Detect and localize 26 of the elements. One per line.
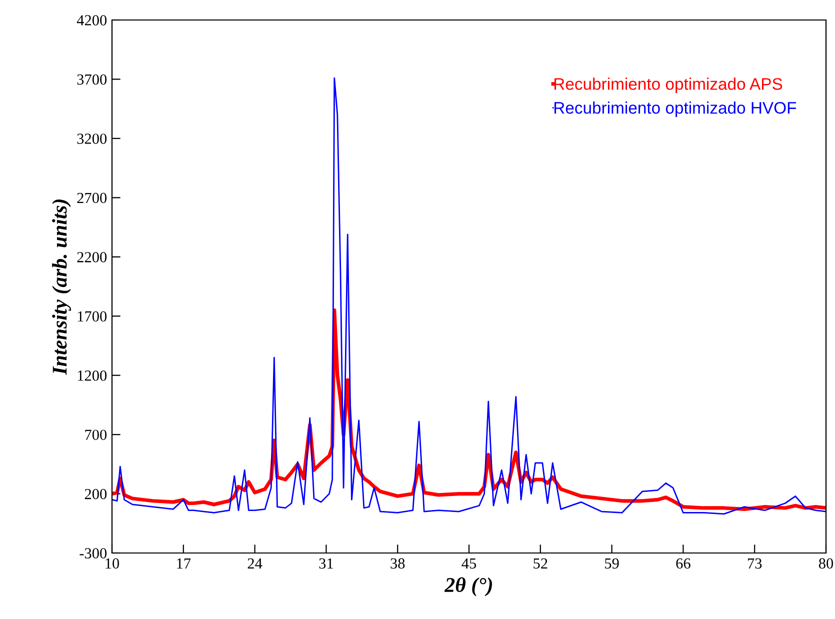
x-tick-label: 38 bbox=[390, 558, 405, 569]
x-tick-label: 59 bbox=[605, 558, 619, 569]
y-tick-label: 1700 bbox=[78, 311, 107, 322]
y-axis-title: Intensity (arb. units) bbox=[52, 200, 72, 375]
y-tick-label: 4200 bbox=[76, 15, 107, 26]
y-tick-label: 3700 bbox=[77, 74, 107, 85]
y-tick-label: 200 bbox=[84, 488, 107, 500]
x-tick-label: 17 bbox=[177, 558, 191, 568]
y-tick-label: 2700 bbox=[77, 192, 107, 204]
y-tick-label: 2200 bbox=[77, 252, 107, 262]
x-tick-label: 66 bbox=[676, 558, 690, 569]
x-tick-label: 10 bbox=[106, 558, 120, 569]
x-tick-label: 24 bbox=[248, 558, 262, 568]
y-tick-label: 3200 bbox=[77, 134, 107, 144]
legend-label: Recubrimiento optimizado APS bbox=[554, 78, 782, 94]
line-series bbox=[112, 77, 826, 515]
y-tick-label: 1200 bbox=[78, 370, 107, 381]
x-tick-label: 31 bbox=[319, 558, 333, 569]
x-tick-label: 45 bbox=[462, 558, 476, 569]
x-tick-label: 52 bbox=[534, 558, 548, 569]
x-tick-label: 80 bbox=[818, 558, 834, 569]
y-tick-label: 700 bbox=[85, 430, 107, 440]
y-tick-label: -300 bbox=[80, 548, 107, 558]
x-tick-label: 73 bbox=[748, 558, 762, 569]
x-axis-title: 2θ (°) bbox=[444, 577, 492, 596]
legend-label: Recubrimiento optimizado HVOF bbox=[554, 102, 796, 118]
